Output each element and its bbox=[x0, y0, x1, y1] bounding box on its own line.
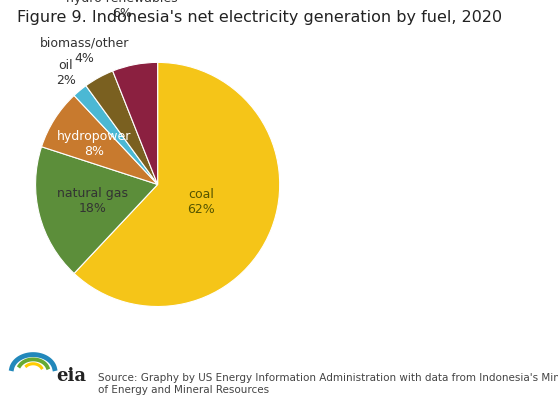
Text: hydropower
8%: hydropower 8% bbox=[56, 130, 131, 158]
Wedge shape bbox=[74, 86, 157, 185]
Text: Figure 9. Indonesia's net electricity generation by fuel, 2020: Figure 9. Indonesia's net electricity ge… bbox=[17, 10, 502, 25]
Wedge shape bbox=[86, 71, 157, 185]
Wedge shape bbox=[36, 147, 157, 274]
Text: eia: eia bbox=[56, 368, 86, 385]
Text: geotherma/non-
hydro renewables
6%: geotherma/non- hydro renewables 6% bbox=[66, 0, 178, 20]
Text: coal
62%: coal 62% bbox=[187, 187, 215, 216]
Text: Source: Graphy by US Energy Information Administration with data from Indonesia': Source: Graphy by US Energy Information … bbox=[98, 374, 558, 395]
Text: natural gas
18%: natural gas 18% bbox=[57, 187, 128, 215]
Text: oil
2%: oil 2% bbox=[56, 60, 76, 87]
Text: biomass/other
4%: biomass/other 4% bbox=[40, 37, 129, 65]
Wedge shape bbox=[41, 95, 157, 185]
Wedge shape bbox=[113, 62, 158, 185]
Wedge shape bbox=[74, 62, 280, 306]
